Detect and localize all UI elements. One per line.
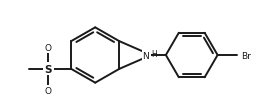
Text: N: N <box>142 51 149 60</box>
Text: O: O <box>45 44 52 53</box>
Text: H: H <box>151 50 157 59</box>
Text: S: S <box>45 64 52 74</box>
Text: N: N <box>144 52 150 61</box>
Text: Br: Br <box>242 51 251 60</box>
Text: O: O <box>45 86 52 95</box>
